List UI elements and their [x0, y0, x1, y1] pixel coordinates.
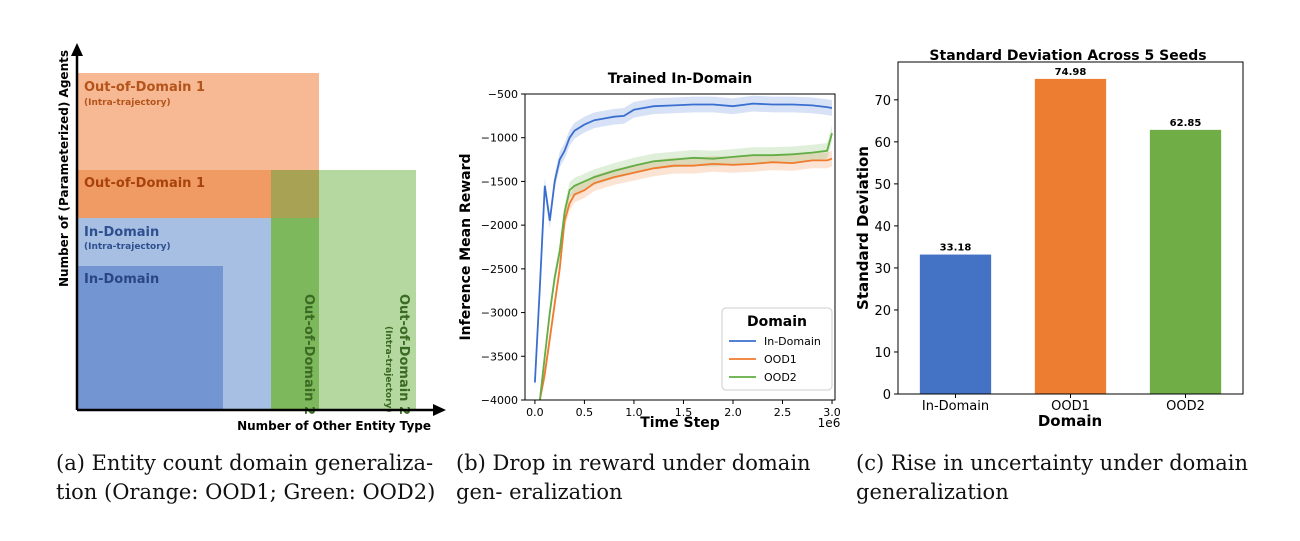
x-tick-label: 1.0	[625, 406, 643, 419]
label-ood1-intra-title: Out-of-Domain 1	[84, 80, 205, 95]
diagram-y-arrowhead	[71, 43, 83, 56]
x-tick-label: 1.5	[675, 406, 693, 419]
y-tick-label: −3500	[481, 350, 518, 363]
x-tick-label: 2.5	[774, 406, 792, 419]
y-tick-label: −1000	[481, 132, 518, 145]
y-tick-label: 50	[874, 178, 891, 193]
label-ood2-intra-subtitle: (Intra-trajectory)	[383, 326, 393, 413]
y-tick-label: 60	[874, 136, 891, 151]
chart-b-x-multiplier: 1e6	[818, 416, 841, 430]
legend-label-in-domain: In-Domain	[764, 335, 821, 348]
panel-a-domain-diagram: Out-of-Domain 1 (Intra-trajectory) Out-o…	[57, 43, 446, 433]
chart-b-x-ticks: 0.0 0.5 1.0 1.5 2.0 2.5 3.0	[526, 400, 841, 419]
y-tick-label: −2000	[481, 219, 518, 232]
y-tick-label: −1500	[481, 175, 518, 188]
chart-b-x-axis-label: Time Step	[640, 415, 720, 431]
x-tick-label: In-Domain	[922, 399, 989, 414]
region-ood1-intra	[77, 73, 319, 170]
chart-c-y-axis-label: Standard Deviation	[854, 146, 872, 310]
label-ood2-intra-title: Out-of-Domain 2	[396, 294, 411, 415]
diagram-y-axis-label: Number of (Parameterized) Agents	[57, 50, 71, 287]
legend-title: Domain	[747, 314, 807, 330]
bar-ood2	[1149, 129, 1222, 394]
label-ood1-title: Out-of-Domain 1	[84, 176, 205, 191]
chart-b-y-axis-label: Inference Mean Reward	[458, 153, 474, 340]
y-tick-label: 0	[883, 388, 891, 403]
legend-label-ood2: OOD2	[764, 371, 797, 384]
legend-label-ood1: OOD1	[764, 353, 797, 366]
chart-b-legend: Domain In-Domain OOD1 OOD2	[721, 307, 833, 391]
y-tick-label: 40	[874, 220, 891, 235]
diagram-x-axis-label: Number of Other Entity Type	[237, 419, 431, 433]
y-tick-label: −500	[488, 88, 518, 101]
x-tick-label: OOD2	[1166, 399, 1205, 414]
y-tick-label: 20	[874, 304, 891, 319]
y-tick-label: 70	[874, 94, 891, 109]
y-tick-label: −3000	[481, 307, 518, 320]
bar-in-domain	[919, 254, 992, 394]
chart-c-title: Standard Deviation Across 5 Seeds	[929, 48, 1206, 64]
caption-a: (a) Entity count domain generaliza- tion…	[56, 451, 436, 504]
line-ood2	[539, 133, 833, 401]
bar-value-label: 74.98	[1055, 67, 1087, 78]
y-tick-label: 10	[874, 346, 891, 361]
legend-frame	[721, 307, 833, 391]
chart-b-series-lines	[534, 102, 833, 401]
y-tick-label: −2500	[481, 263, 518, 276]
region-ood2	[271, 218, 319, 410]
chart-c-bars: 33.18 74.98 62.85	[919, 67, 1222, 395]
chart-c-y-ticks: 0 10 20 30 40 50 60 70	[874, 94, 898, 403]
region-in-domain	[77, 266, 223, 410]
bar-value-label: 62.85	[1170, 118, 1202, 129]
x-tick-label: 3.0	[823, 406, 841, 419]
label-ood2-title: Out-of-Domain 2	[301, 294, 316, 415]
caption-b: (b) Drop in reward under domain gen- era…	[456, 451, 811, 504]
label-ood1-intra-subtitle: (Intra-trajectory)	[84, 98, 171, 108]
bar-ood1	[1034, 78, 1107, 395]
region-overlap	[271, 170, 319, 218]
label-in-domain-intra-subtitle: (Intra-trajectory)	[84, 242, 171, 252]
label-in-domain-intra-title: In-Domain	[84, 225, 159, 240]
line-ood1	[539, 157, 833, 401]
x-tick-label: 0.5	[576, 406, 594, 419]
chart-b-plot-frame	[524, 93, 836, 401]
chart-b-title: Trained In-Domain	[608, 71, 753, 87]
panel-b-line-chart: Trained In-Domain 0.0 0.5 1.0 1.5 2.0 2.5 3.0 …	[458, 71, 841, 431]
y-tick-label: 30	[874, 262, 891, 277]
diagram-x-arrowhead	[433, 404, 446, 416]
y-tick-label: −4000	[481, 394, 518, 407]
line-in-domain	[534, 102, 833, 383]
bar-value-label: 33.18	[940, 243, 972, 254]
x-tick-label: 2.0	[724, 406, 742, 419]
chart-b-y-ticks: −500 −1000 −1500 −2000 −2500 −3000 −3500 −4000	[481, 88, 525, 407]
chart-c-x-ticks: In-Domain OOD1 OOD2	[922, 394, 1205, 414]
label-in-domain-title: In-Domain	[84, 272, 159, 287]
caption-c: (c) Rise in uncertainty under domain gen…	[856, 451, 1248, 504]
x-tick-label: OOD1	[1051, 399, 1090, 414]
panel-c-bar-chart: Standard Deviation Across 5 Seeds 33.18 7…	[854, 48, 1244, 430]
chart-c-x-axis-label: Domain	[1038, 412, 1102, 430]
x-tick-label: 0.0	[526, 406, 544, 419]
